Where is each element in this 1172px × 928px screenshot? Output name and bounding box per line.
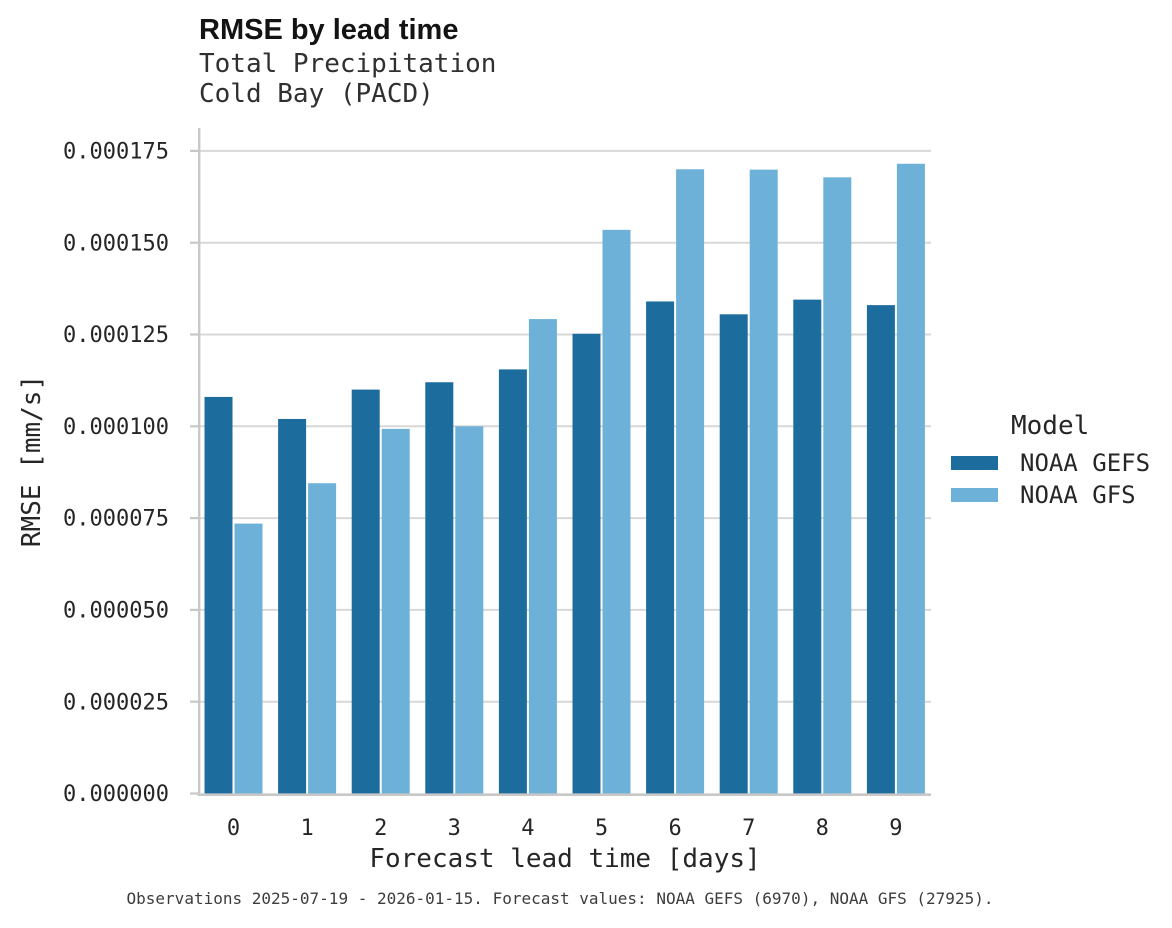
bar-noaa-gfs-day-2 xyxy=(381,428,410,794)
x-tick-label: 9 xyxy=(889,816,902,841)
x-tick-label: 8 xyxy=(816,816,829,841)
legend-title: Model xyxy=(1011,411,1090,441)
legend-item-label: NOAA GFS xyxy=(1020,481,1136,509)
axis-layer xyxy=(190,128,931,797)
legend-item-label: NOAA GEFS xyxy=(1020,449,1151,477)
bar-noaa-gefs-day-8 xyxy=(793,299,822,794)
chart-title: RMSE by lead time xyxy=(199,14,459,46)
legend-swatch-noaa-gefs xyxy=(951,456,998,470)
y-tick-label: 0.000025 xyxy=(63,690,169,715)
bar-noaa-gfs-day-8 xyxy=(823,177,852,794)
legend-swatch-noaa-gfs xyxy=(951,488,998,502)
y-tick-label: 0.000125 xyxy=(63,323,169,348)
legend: Model NOAA GEFS NOAA GFS xyxy=(951,411,1150,511)
bar-noaa-gfs-day-9 xyxy=(896,163,925,794)
bars-layer xyxy=(204,163,925,794)
bar-noaa-gfs-day-0 xyxy=(234,523,263,794)
x-tick-label: 7 xyxy=(742,816,755,841)
bar-noaa-gefs-day-6 xyxy=(646,301,675,794)
y-tick-label: 0.000000 xyxy=(63,782,169,807)
x-tick-label: 2 xyxy=(374,816,387,841)
x-axis-title: Forecast lead time [days] xyxy=(369,844,761,874)
y-tick-label: 0.000100 xyxy=(63,415,169,440)
bar-noaa-gefs-day-2 xyxy=(351,389,380,794)
legend-item-noaa-gefs: NOAA GEFS xyxy=(951,447,1150,479)
bar-noaa-gfs-day-7 xyxy=(749,169,778,794)
y-tick-label: 0.000150 xyxy=(63,231,169,256)
bar-noaa-gfs-day-5 xyxy=(602,229,631,794)
bar-noaa-gfs-day-4 xyxy=(528,319,557,794)
bar-noaa-gefs-day-3 xyxy=(425,382,454,794)
bar-noaa-gefs-day-0 xyxy=(204,396,233,794)
bar-noaa-gfs-day-6 xyxy=(676,169,705,794)
bar-noaa-gefs-day-1 xyxy=(278,418,307,794)
x-tick-label: 4 xyxy=(521,816,534,841)
bar-noaa-gefs-day-9 xyxy=(866,305,895,794)
caption: Observations 2025-07-19 - 2026-01-15. Fo… xyxy=(126,889,994,908)
y-tick-label: 0.000075 xyxy=(63,507,169,532)
x-tick-label: 1 xyxy=(300,816,313,841)
bar-noaa-gefs-day-5 xyxy=(572,333,601,794)
legend-item-noaa-gfs: NOAA GFS xyxy=(951,479,1150,511)
x-tick-label: 3 xyxy=(448,816,461,841)
bar-noaa-gefs-day-4 xyxy=(498,369,527,794)
y-tick-label: 0.000050 xyxy=(63,598,169,623)
bar-noaa-gfs-day-1 xyxy=(308,483,337,794)
x-tick-label: 6 xyxy=(668,816,681,841)
chart-subtitle-station: Cold Bay (PACD) xyxy=(199,79,434,109)
chart-subtitle-variable: Total Precipitation xyxy=(199,49,497,79)
bar-noaa-gefs-day-7 xyxy=(719,314,748,794)
tick-label-layer: 0.000000 0.000025 0.000050 0.000075 0.000100… xyxy=(63,139,902,841)
y-tick-label: 0.000175 xyxy=(63,139,169,164)
bar-noaa-gfs-day-3 xyxy=(455,426,484,794)
y-axis-title: RMSE [mm/s] xyxy=(17,375,47,547)
x-tick-label: 5 xyxy=(595,816,608,841)
x-tick-label: 0 xyxy=(227,816,240,841)
